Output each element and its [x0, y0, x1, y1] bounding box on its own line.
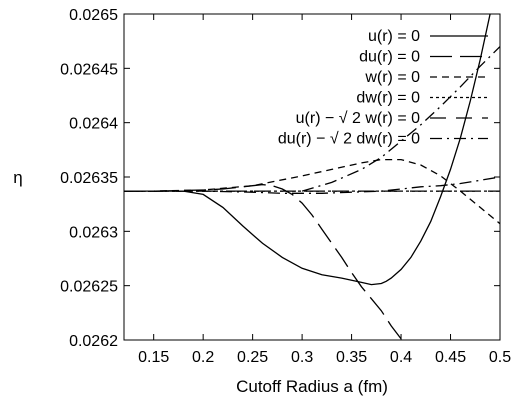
x-tick-label: 0.35: [336, 349, 367, 366]
x-tick-label: 0.2: [192, 349, 214, 366]
series-layer: [124, 14, 500, 340]
legend-label: u(r) = 0: [368, 28, 420, 45]
legend-label: dw(r) = 0: [356, 90, 420, 107]
legend-label: du(r) − √ 2 dw(r) = 0: [278, 131, 420, 148]
legend-label: du(r) = 0: [359, 49, 420, 66]
extra-curve-1: [301, 46, 500, 192]
x-tick-label: 0.25: [237, 349, 268, 366]
y-tick-label: 0.02635: [60, 170, 118, 187]
x-tick-label: 0.15: [138, 349, 169, 366]
legend-label: w(r) = 0: [364, 69, 420, 86]
series-line-2: [124, 183, 403, 340]
y-tick-label: 0.0265: [69, 7, 118, 24]
plot-frame: [123, 13, 501, 341]
y-tick-label: 0.02625: [60, 279, 118, 296]
series-line-6: [124, 176, 500, 194]
y-tick-label: 0.02645: [60, 61, 118, 78]
y-tick-label: 0.0264: [69, 116, 118, 133]
legend-label: u(r) − √ 2 w(r) = 0: [296, 110, 420, 127]
plot-area: [123, 13, 501, 341]
y-tick-label: 0.0263: [69, 224, 118, 241]
x-axis: 0.15 0.2 0.25 0.3 0.35 0.4 0.45 0.5: [138, 14, 511, 366]
x-tick-label: 0.5: [489, 349, 511, 366]
x-tick-label: 0.45: [435, 349, 466, 366]
x-axis-title: Cutoff Radius a (fm): [236, 377, 388, 396]
y-tick-label: 0.0262: [69, 333, 118, 350]
x-tick-label: 0.4: [390, 349, 412, 366]
legend: u(r) = 0 du(r) = 0 w(r) = 0 dw(r) = 0 u(r) −…: [278, 28, 488, 148]
y-axis: 0.0262 0.02625 0.0263 0.02635 0.0264 0.02645 0…: [60, 7, 500, 350]
y-axis-title: η: [13, 168, 22, 187]
series-line-1: [124, 14, 491, 286]
x-tick-label: 0.3: [291, 349, 313, 366]
series-line-3: [124, 158, 500, 225]
